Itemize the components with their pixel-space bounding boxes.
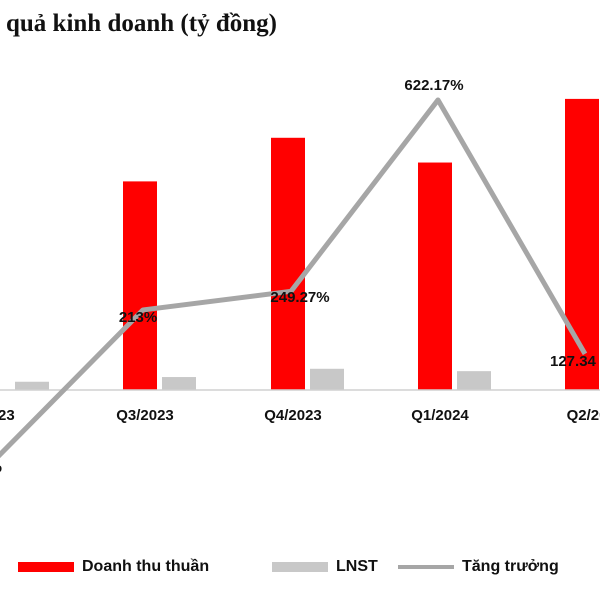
profit-bar-1: [162, 377, 196, 390]
legend-label-profit: LNST: [336, 558, 378, 575]
revenue-bar-2: [271, 137, 305, 390]
legend-item-growth: Tăng trưởng: [398, 558, 559, 576]
legend-swatch-revenue: [18, 562, 74, 572]
x-tick-label-3: Q1/2024: [411, 407, 469, 424]
legend-swatch-profit: [272, 562, 328, 572]
x-tick-label-4: Q2/20: [567, 407, 600, 424]
legend-item-profit: LNST: [272, 558, 378, 576]
chart-title: quả kinh doanh (tỷ đồng): [6, 10, 277, 37]
growth-label-3: 622.17%: [404, 77, 463, 94]
x-tick-label-2: Q4/2023: [264, 407, 322, 424]
legend: Doanh thu thuần LNST Tăng trưởng: [0, 558, 600, 582]
legend-swatch-growth: [398, 565, 454, 569]
growth-label-0: 79%: [0, 459, 2, 476]
profit-bar-0: [15, 381, 49, 390]
x-tick-label-1: Q3/2023: [116, 407, 174, 424]
profit-bar-2: [310, 368, 344, 390]
legend-item-revenue: Doanh thu thuần: [18, 558, 209, 576]
growth-label-2: 249.27%: [270, 289, 329, 306]
growth-label-4: 127.34: [550, 353, 597, 370]
legend-label-revenue: Doanh thu thuần: [82, 558, 210, 575]
legend-label-growth: Tăng trưởng: [462, 558, 559, 575]
growth-line: [0, 97, 588, 459]
profit-bar-3: [457, 371, 491, 390]
revenue-bar-1: [123, 181, 157, 390]
growth-label-1: 213%: [119, 309, 157, 326]
revenue-bar-4: [565, 98, 599, 391]
revenue-bar-3: [418, 162, 452, 390]
x-tick-label-0: 2023: [0, 407, 15, 424]
